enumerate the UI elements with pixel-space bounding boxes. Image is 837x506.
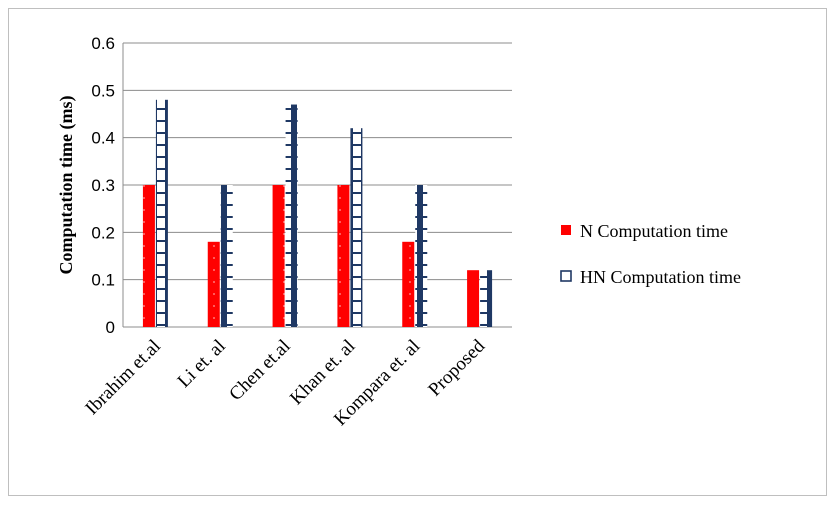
y-axis-title: Computation time (ms): [56, 96, 77, 275]
bar-hn-2: [285, 104, 298, 328]
bar-hn-0: [155, 99, 168, 327]
legend-label: N Computation time: [580, 221, 728, 241]
y-tick-label: 0.1: [91, 271, 115, 290]
gridlines: [122, 42, 512, 328]
y-tick-label: 0.6: [91, 34, 115, 53]
y-tick-label: 0.2: [91, 223, 115, 242]
bar-hn-3: [350, 128, 363, 327]
y-tick-label: 0.5: [91, 81, 115, 100]
bar-hn-4: [415, 185, 428, 327]
bar-n-0: [142, 185, 155, 327]
legend: N Computation time HN Computation time: [560, 221, 741, 287]
x-tick-label: Proposed: [424, 335, 489, 400]
y-tick-labels: 0 0.1 0.2 0.3 0.4 0.5 0.6: [91, 34, 115, 337]
y-tick-label: 0: [106, 318, 115, 337]
bar-n-5: [467, 270, 480, 327]
bar-hn-5: [480, 270, 493, 327]
x-tick-label: Li et. al: [174, 336, 230, 392]
bar-n-1: [207, 241, 220, 327]
y-tick-label: 0.3: [91, 176, 115, 195]
x-tick-label: Chen et.al: [225, 336, 294, 405]
legend-label: HN Computation time: [580, 267, 741, 287]
x-tick-label: Ibrahim et.al: [81, 336, 164, 419]
bar-hn-1: [220, 185, 233, 327]
legend-swatch-hn: [560, 270, 572, 282]
bar-n-4: [402, 241, 415, 327]
y-tick-label: 0.4: [91, 129, 115, 148]
legend-swatch-n: [561, 225, 571, 235]
bar-n-2: [272, 185, 285, 327]
bar-n-3: [337, 185, 350, 327]
bars: [142, 99, 493, 328]
